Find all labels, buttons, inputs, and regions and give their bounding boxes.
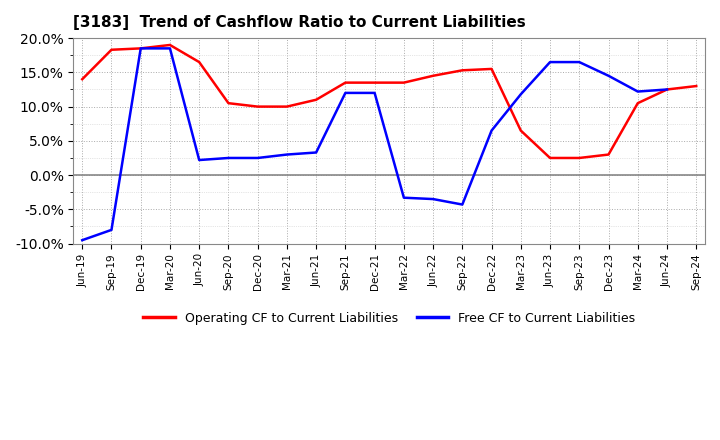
Legend: Operating CF to Current Liabilities, Free CF to Current Liabilities: Operating CF to Current Liabilities, Fre… <box>138 307 640 330</box>
Text: [3183]  Trend of Cashflow Ratio to Current Liabilities: [3183] Trend of Cashflow Ratio to Curren… <box>73 15 526 30</box>
